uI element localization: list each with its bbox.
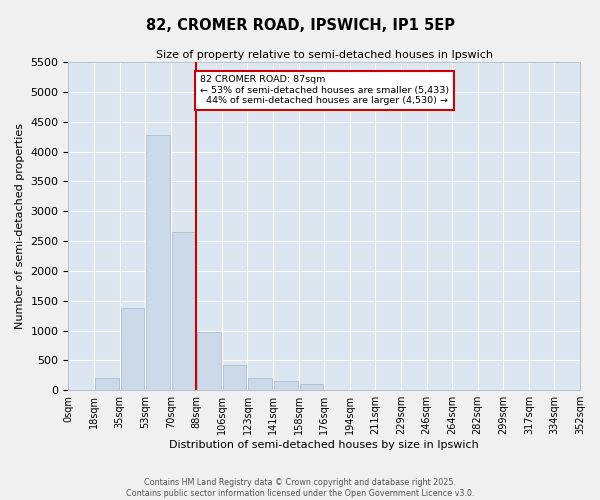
X-axis label: Distribution of semi-detached houses by size in Ipswich: Distribution of semi-detached houses by … (169, 440, 479, 450)
Bar (121, 308, 144, 390)
Text: 82 CROMER ROAD: 87sqm
← 53% of semi-detached houses are smaller (5,433)
  44% of: 82 CROMER ROAD: 87sqm ← 53% of semi-deta… (200, 76, 449, 105)
Title: Size of property relative to semi-detached houses in Ipswich: Size of property relative to semi-detach… (156, 50, 493, 60)
Text: Contains HM Land Registry data © Crown copyright and database right 2025.
Contai: Contains HM Land Registry data © Crown c… (126, 478, 474, 498)
Bar (299, 384, 323, 390)
Bar (172, 232, 195, 390)
Bar (95, 378, 119, 390)
Bar (197, 332, 221, 390)
Text: 82, CROMER ROAD, IPSWICH, IP1 5EP: 82, CROMER ROAD, IPSWICH, IP1 5EP (146, 18, 455, 32)
Bar (274, 382, 298, 390)
Bar (223, 364, 247, 390)
Bar (146, 135, 170, 390)
Bar (248, 378, 272, 390)
Y-axis label: Number of semi-detached properties: Number of semi-detached properties (15, 123, 25, 329)
